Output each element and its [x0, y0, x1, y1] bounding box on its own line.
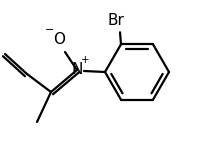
Text: +: + [80, 55, 89, 65]
Text: N: N [71, 61, 82, 76]
Text: −: − [45, 25, 54, 35]
Text: Br: Br [107, 13, 124, 28]
Text: O: O [53, 33, 65, 48]
